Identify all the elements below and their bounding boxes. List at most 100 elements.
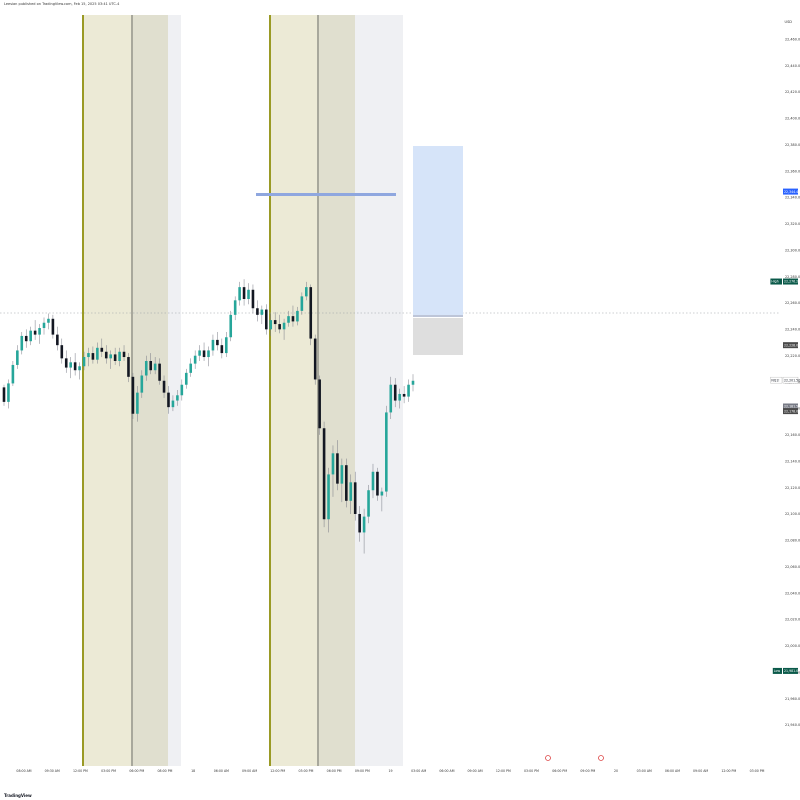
candle-body	[131, 376, 135, 414]
candle	[345, 458, 348, 508]
candle	[167, 386, 170, 414]
candles	[2, 279, 415, 554]
candle-body	[393, 384, 397, 401]
price-tick-label: 22,320.00	[785, 222, 800, 226]
candle	[184, 368, 188, 389]
candle-body	[367, 490, 370, 517]
candle	[78, 362, 81, 380]
candle-body	[300, 296, 304, 311]
candle-body	[87, 353, 90, 358]
price-label-value: 22,276.25	[784, 280, 800, 284]
candle	[193, 350, 197, 369]
time-tick-label: 12:00 PM	[73, 769, 88, 773]
price-tick-label: 22,300.00	[785, 248, 800, 252]
candle	[60, 338, 64, 364]
candle	[140, 370, 144, 398]
candle-body	[144, 360, 148, 376]
candle-body	[60, 345, 64, 359]
price-tick-label: 22,020.00	[785, 618, 800, 622]
candle-body	[291, 316, 295, 322]
candle	[273, 312, 277, 332]
candle	[56, 326, 59, 351]
candle	[229, 310, 233, 342]
price-tick-label: 22,140.00	[785, 459, 800, 463]
candle-body	[229, 314, 233, 338]
candle-body	[216, 339, 219, 346]
price-tick-label: 22,420.00	[785, 90, 800, 94]
candle-body	[242, 287, 246, 300]
candle-body	[336, 453, 339, 484]
candle	[224, 331, 228, 358]
price-label: 22,344.45	[783, 188, 800, 195]
candle	[407, 379, 410, 402]
time-tick-label: 09:30 AM	[45, 769, 60, 773]
candle-body	[273, 320, 277, 325]
event-flag-icon[interactable]	[598, 755, 604, 761]
price-label: 22,181.50	[783, 403, 800, 410]
candle-body	[207, 350, 210, 358]
candle-body	[371, 471, 375, 491]
candle	[202, 342, 206, 361]
candle-body	[331, 453, 335, 475]
candle-body	[29, 330, 32, 342]
candle-body	[211, 339, 215, 351]
candle-body	[340, 465, 344, 484]
currency-label: USD	[784, 20, 792, 24]
candle	[380, 487, 384, 512]
candle-body	[193, 355, 197, 364]
price-label-tag	[770, 376, 783, 384]
candle	[371, 463, 375, 499]
price-label-value: 22,201.50	[784, 378, 800, 382]
time-tick-label: 03:00 PM	[101, 769, 116, 773]
candle	[122, 345, 126, 361]
candle	[180, 379, 184, 401]
candle	[256, 300, 259, 322]
price-label: Low 21,981.00	[772, 667, 800, 674]
candle	[385, 405, 388, 497]
candle-body	[278, 324, 281, 330]
candle	[287, 310, 290, 327]
candle	[313, 334, 317, 385]
price-tick-label: 22,280.00	[785, 275, 800, 279]
time-tick-label: 09:00 AM	[468, 769, 483, 773]
candle-body	[113, 354, 117, 361]
candle-body	[202, 350, 206, 358]
candle-body	[305, 287, 308, 297]
candle-body	[313, 338, 317, 380]
candle-body	[247, 289, 250, 300]
price-label-box	[782, 376, 799, 384]
candle-body	[104, 351, 108, 359]
candle	[144, 355, 148, 381]
candle-body	[118, 351, 121, 361]
candle	[233, 296, 237, 321]
candle	[305, 281, 308, 301]
candle	[20, 331, 24, 355]
candle-body	[402, 393, 406, 397]
price-label-value: 22,344.45	[784, 190, 800, 194]
candle-body	[96, 347, 99, 360]
candle-body	[167, 392, 170, 408]
event-flag-icon[interactable]	[545, 755, 551, 761]
candle-body	[362, 516, 366, 533]
candle	[51, 314, 55, 339]
time-tick-label: 12:00 PM	[496, 769, 511, 773]
candle-body	[287, 316, 290, 323]
candle-body	[224, 337, 228, 354]
position-stop-zone	[413, 318, 463, 355]
candle-body	[180, 384, 184, 396]
time-tick-label: 06:00 PM	[327, 769, 342, 773]
candle	[100, 338, 104, 358]
candle	[104, 345, 108, 364]
price-label-box	[783, 667, 798, 674]
candle-body	[176, 395, 179, 401]
candle	[278, 314, 281, 334]
time-tick-label: 08:00 PM	[158, 769, 173, 773]
tradingview-logo: TradingView	[4, 793, 32, 798]
candle-body	[162, 380, 166, 393]
time-tick-label: 03:00 PM	[750, 769, 765, 773]
candle	[242, 279, 246, 306]
candle	[300, 292, 304, 315]
price-label: 22,228.00	[783, 342, 800, 349]
time-tick-label: 09:00 AM	[242, 769, 257, 773]
